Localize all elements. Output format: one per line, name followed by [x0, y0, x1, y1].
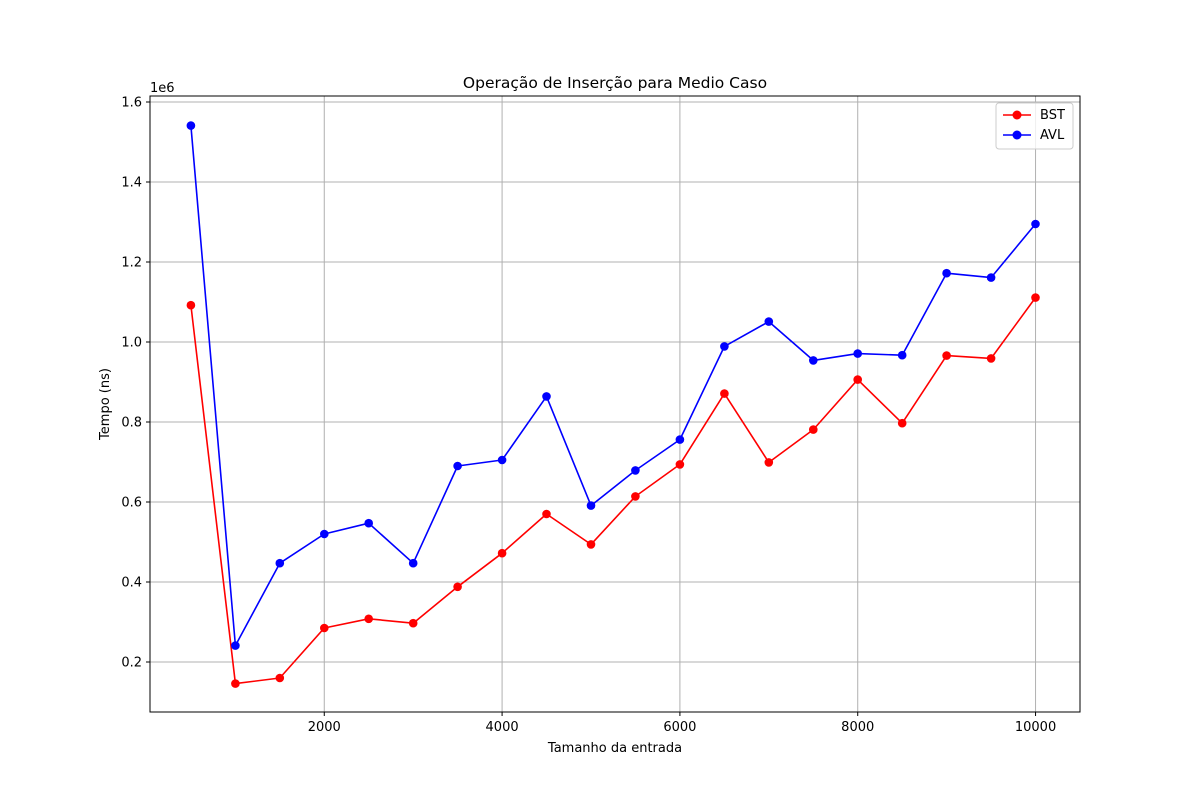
data-point-bst [320, 623, 329, 633]
y-tick-label: 1.4 [121, 176, 142, 191]
y-tick-label: 0.8 [121, 416, 142, 431]
y-tick-label: 0.2 [121, 656, 142, 671]
data-point-avl [231, 641, 240, 650]
legend-label-avl: AVL [1040, 128, 1065, 143]
series-line-bst [190, 297, 1037, 685]
data-point-avl [897, 350, 907, 360]
data-point-avl [986, 273, 996, 282]
data-point-bst [764, 458, 774, 467]
data-point-avl [720, 342, 729, 351]
data-point-bst [453, 582, 462, 592]
series-bst [186, 293, 1040, 688]
axis-ticks: 2000 4000 6000 8000 10000 0.2 0.4 0.6 0.8 1.0 1.2 1… [121, 96, 1056, 736]
data-point-avl [764, 317, 774, 326]
x-tick-label: 8000 [841, 720, 874, 735]
data-point-bst [586, 540, 596, 549]
data-point-bst [675, 460, 685, 469]
data-point-avl [631, 466, 640, 475]
data-point-bst [186, 300, 196, 310]
data-point-bst [1031, 293, 1040, 302]
data-point-avl [675, 435, 685, 444]
y-tick-label: 0.6 [121, 496, 142, 511]
data-series [186, 121, 1040, 688]
data-point-avl [497, 455, 507, 465]
y-tick-label: 1.2 [121, 256, 142, 271]
series-line-avl [190, 125, 1037, 647]
y-tick-label: 0.4 [121, 576, 142, 591]
data-point-bst [275, 673, 285, 683]
x-tick-label: 10000 [1015, 720, 1056, 735]
data-point-avl [942, 268, 951, 278]
legend: BST AVL [995, 102, 1074, 150]
data-point-avl [809, 356, 818, 365]
data-point-bst [497, 548, 507, 558]
data-point-bst [231, 679, 240, 688]
data-point-avl [586, 501, 596, 510]
y-tick-label: 1.0 [121, 336, 142, 351]
legend-label-bst: BST [1040, 108, 1065, 123]
legend-marker-bst [1012, 110, 1022, 120]
data-point-avl [364, 518, 374, 528]
data-point-avl [186, 121, 196, 130]
series-avl [186, 121, 1040, 650]
data-point-bst [631, 492, 640, 501]
data-point-bst [542, 509, 551, 519]
grid [150, 96, 1080, 712]
data-point-avl [408, 558, 418, 568]
data-point-bst [364, 614, 374, 624]
x-tick-label: 6000 [663, 720, 696, 735]
data-point-avl [275, 558, 285, 568]
chart-title: Operação de Inserção para Medio Caso [463, 74, 767, 92]
data-point-bst [720, 389, 729, 398]
data-point-bst [809, 425, 818, 434]
y-axis-label: Tempo (ns) [98, 368, 113, 441]
data-point-bst [853, 375, 862, 384]
data-point-bst [408, 618, 418, 628]
x-tick-label: 4000 [486, 720, 519, 735]
x-axis-label: Tamanho da entrada [547, 741, 682, 756]
plot-area-frame [149, 95, 1081, 713]
data-point-bst [942, 351, 951, 360]
data-point-avl [1031, 219, 1040, 229]
y-tick-label: 1.6 [121, 96, 142, 111]
data-point-avl [542, 392, 551, 401]
data-point-avl [853, 349, 862, 358]
data-point-avl [453, 461, 462, 471]
data-point-avl [320, 529, 329, 539]
x-tick-label: 2000 [308, 720, 341, 735]
legend-marker-avl [1012, 130, 1022, 140]
y-axis-offset-label: 1e6 [150, 81, 175, 96]
data-point-bst [986, 354, 996, 363]
data-point-bst [897, 418, 907, 428]
